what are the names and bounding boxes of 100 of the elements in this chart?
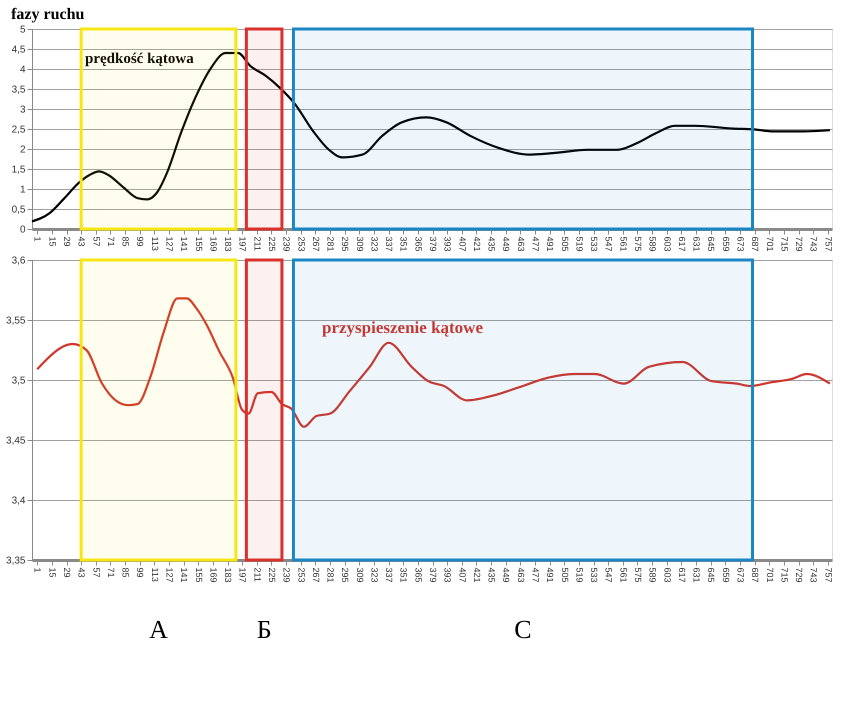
y-tick-label: 3,6 xyxy=(12,256,26,266)
band-label: C xyxy=(514,615,532,644)
x-tick-label: 435 xyxy=(486,568,497,583)
line-series xyxy=(30,52,832,222)
x-tick-label: 743 xyxy=(808,568,819,583)
x-tick-label: 99 xyxy=(135,568,146,578)
x-tick-label: 351 xyxy=(398,568,409,583)
y-tick-label: 3,45 xyxy=(6,436,26,446)
x-tick-label: 57 xyxy=(91,236,102,247)
series-label: prędkość kątowa xyxy=(85,51,194,67)
x-tick-label: 253 xyxy=(296,236,306,252)
x-tick-label: 309 xyxy=(354,568,365,583)
x-tick-label: 365 xyxy=(413,236,424,252)
y-tick-label: 3 xyxy=(20,104,26,116)
x-tick-label: 113 xyxy=(150,568,160,582)
x-tick-label: 659 xyxy=(720,568,731,583)
x-tick-label: 407 xyxy=(457,236,468,252)
x-tick-label: 29 xyxy=(62,236,72,247)
x-tick-label: 1 xyxy=(32,568,43,573)
y-tick-label: 5 xyxy=(20,24,26,36)
x-tick-label: 15 xyxy=(47,236,58,247)
x-tick-label: 393 xyxy=(442,236,453,252)
y-tick-label: 4,5 xyxy=(12,44,26,56)
x-tick-label: 715 xyxy=(779,236,790,252)
x-tick-label: 659 xyxy=(720,236,731,252)
x-tick-label: 715 xyxy=(779,568,790,583)
x-tick-label: 113 xyxy=(150,236,160,251)
x-tick-label: 15 xyxy=(47,568,58,578)
x-tick-label: 491 xyxy=(545,236,556,252)
x-tick-label: 267 xyxy=(310,568,321,583)
y-tick-label: 2,5 xyxy=(12,124,26,136)
x-tick-label: 323 xyxy=(369,568,380,583)
x-tick-label: 225 xyxy=(266,568,277,583)
band-label: Б xyxy=(256,615,272,644)
y-tick-label: 0,5 xyxy=(12,204,26,216)
x-tick-label: 729 xyxy=(794,236,804,252)
x-tick-label: 575 xyxy=(632,568,643,583)
x-tick-label: 127 xyxy=(164,568,174,583)
x-tick-label: 197 xyxy=(238,236,248,252)
x-tick-label: 561 xyxy=(618,568,628,583)
x-tick-label: 421 xyxy=(472,236,482,252)
x-tick-label: 519 xyxy=(574,568,584,583)
x-tick-label: 211 xyxy=(252,568,262,582)
x-tick-label: 43 xyxy=(76,568,87,578)
x-tick-label: 85 xyxy=(120,568,131,578)
line-series xyxy=(36,297,832,428)
x-tick-label: 463 xyxy=(516,568,526,583)
x-tick-label: 281 xyxy=(326,568,336,583)
x-tick-label: 281 xyxy=(326,236,336,252)
x-tick-label: 43 xyxy=(76,236,87,247)
x-tick-label: 211 xyxy=(252,236,262,251)
x-tick-label: 379 xyxy=(428,568,438,583)
x-tick-label: 435 xyxy=(486,236,497,252)
x-tick-label: 169 xyxy=(208,568,218,583)
x-tick-label: 337 xyxy=(384,568,394,583)
x-tick-label: 155 xyxy=(194,568,204,583)
x-tick-label: 309 xyxy=(354,236,365,252)
x-tick-label: 673 xyxy=(735,568,746,583)
x-tick-label: 477 xyxy=(530,236,541,252)
x-tick-label: 603 xyxy=(662,568,672,583)
x-tick-label: 477 xyxy=(530,568,541,583)
x-tick-label: 169 xyxy=(208,236,218,252)
x-tick-label: 757 xyxy=(823,568,834,583)
x-tick-label: 547 xyxy=(604,236,614,252)
x-tick-label: 295 xyxy=(340,236,350,252)
y-tick-label: 3,5 xyxy=(12,376,26,386)
x-tick-label: 323 xyxy=(369,236,380,252)
x-tick-label: 701 xyxy=(764,568,775,583)
x-tick-label: 491 xyxy=(545,568,556,583)
x-tick-label: 547 xyxy=(604,568,614,583)
y-tick-label: 1 xyxy=(20,184,26,196)
x-tick-label: 379 xyxy=(428,236,438,252)
x-tick-label: 183 xyxy=(223,236,234,252)
x-tick-label: 407 xyxy=(457,568,468,583)
x-tick-label: 449 xyxy=(501,236,512,252)
x-tick-label: 155 xyxy=(194,236,204,252)
x-tick-label: 1 xyxy=(32,236,43,242)
x-tick-label: 561 xyxy=(618,236,628,252)
x-tick-label: 239 xyxy=(282,568,292,583)
y-tick-label: 3,5 xyxy=(12,84,26,96)
x-tick-label: 589 xyxy=(648,568,658,583)
x-tick-label: 729 xyxy=(794,568,804,583)
x-tick-label: 393 xyxy=(442,568,453,583)
x-tick-label: 617 xyxy=(676,568,687,583)
x-tick-label: 645 xyxy=(706,236,716,252)
x-tick-label: 505 xyxy=(560,236,570,252)
y-tick-label: 1,5 xyxy=(12,164,26,176)
x-tick-label: 29 xyxy=(62,568,72,578)
x-tick-label: 421 xyxy=(472,568,482,583)
x-tick-label: 253 xyxy=(296,568,306,583)
x-tick-label: 533 xyxy=(589,236,600,252)
x-tick-label: 519 xyxy=(574,236,584,252)
x-tick-label: 99 xyxy=(135,236,146,247)
y-tick-label: 3,35 xyxy=(6,556,26,566)
x-tick-label: 85 xyxy=(120,236,131,247)
x-tick-label: 687 xyxy=(750,236,760,252)
x-tick-label: 533 xyxy=(589,568,600,583)
x-tick-label: 463 xyxy=(516,236,526,252)
x-tick-label: 71 xyxy=(106,568,116,578)
x-tick-label: 337 xyxy=(384,236,394,252)
